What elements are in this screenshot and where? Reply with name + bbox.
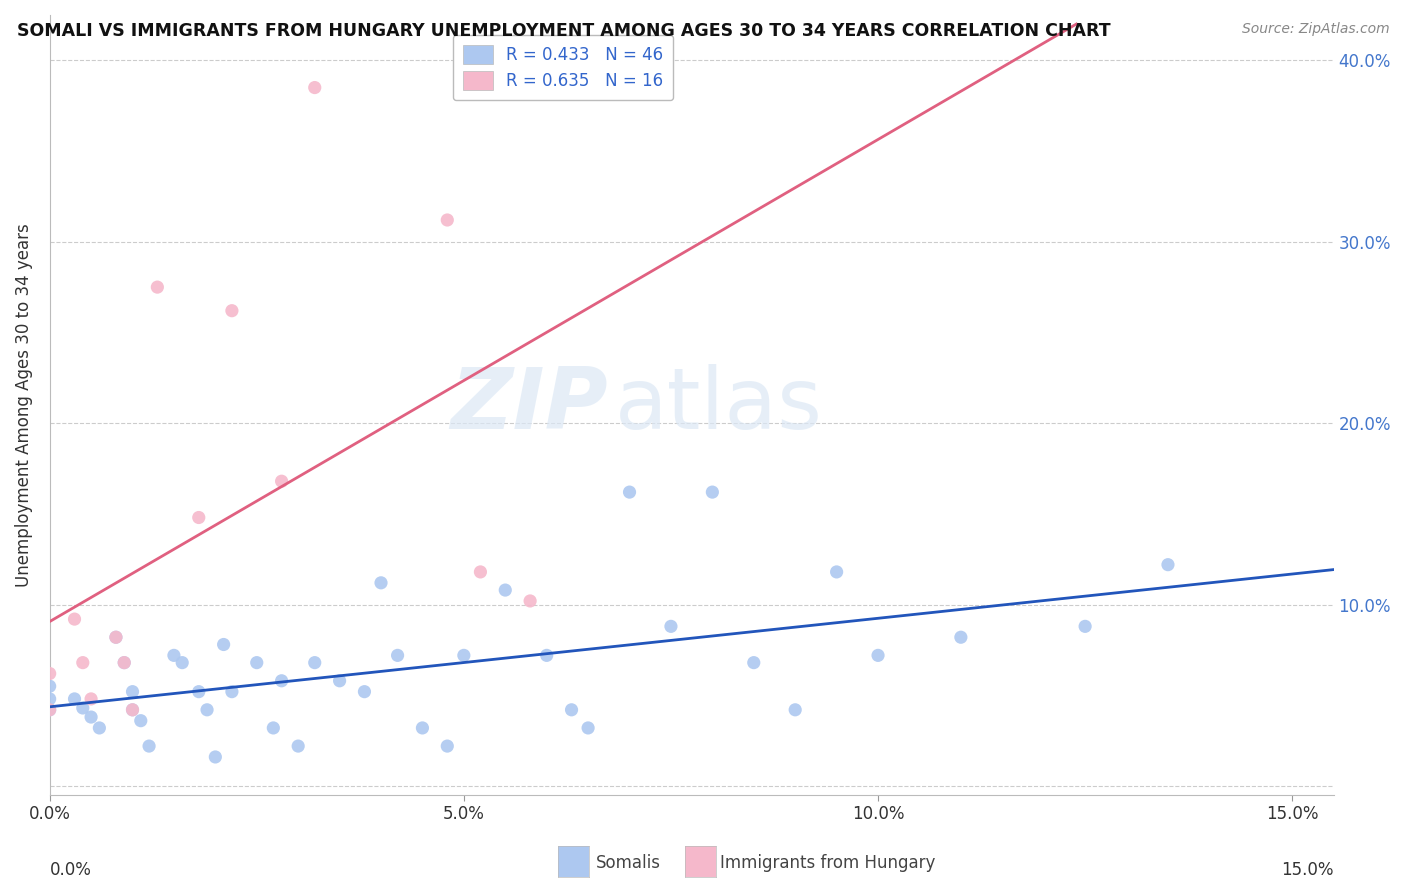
Point — [949, 630, 972, 644]
Point — [80, 710, 103, 724]
Point — [38, 692, 60, 706]
Point — [329, 673, 352, 688]
Point — [866, 648, 889, 663]
Point — [146, 280, 169, 294]
Point — [246, 656, 269, 670]
Point — [112, 656, 135, 670]
Text: ZIP: ZIP — [450, 364, 609, 447]
Point — [1074, 619, 1097, 633]
Point — [163, 648, 186, 663]
Point — [138, 739, 160, 753]
Point — [172, 656, 194, 670]
Point — [262, 721, 284, 735]
Point — [702, 485, 724, 500]
Point — [212, 638, 235, 652]
Point — [287, 739, 309, 753]
Point — [187, 510, 209, 524]
Point — [536, 648, 558, 663]
Point — [304, 656, 326, 670]
Text: Source: ZipAtlas.com: Source: ZipAtlas.com — [1241, 22, 1389, 37]
Point — [825, 565, 848, 579]
Point — [63, 692, 86, 706]
Point — [187, 684, 209, 698]
Point — [89, 721, 111, 735]
Point — [129, 714, 152, 728]
Point — [742, 656, 765, 670]
Point — [112, 656, 135, 670]
Text: Immigrants from Hungary: Immigrants from Hungary — [720, 854, 935, 871]
Point — [38, 703, 60, 717]
Point — [470, 565, 492, 579]
Point — [121, 703, 143, 717]
Point — [370, 575, 392, 590]
Point — [121, 684, 143, 698]
Point — [221, 303, 243, 318]
Point — [121, 703, 143, 717]
Point — [72, 701, 94, 715]
Point — [494, 583, 516, 598]
Point — [80, 692, 103, 706]
Legend: R = 0.433   N = 46, R = 0.635   N = 16: R = 0.433 N = 46, R = 0.635 N = 16 — [453, 35, 673, 100]
Point — [561, 703, 583, 717]
Point — [72, 656, 94, 670]
Point — [270, 474, 292, 488]
Point — [38, 703, 60, 717]
Point — [104, 630, 127, 644]
Point — [411, 721, 433, 735]
Y-axis label: Unemployment Among Ages 30 to 34 years: Unemployment Among Ages 30 to 34 years — [15, 223, 32, 587]
Point — [576, 721, 599, 735]
Point — [1157, 558, 1180, 572]
Point — [436, 213, 458, 227]
Point — [63, 612, 86, 626]
Point — [104, 630, 127, 644]
Point — [353, 684, 375, 698]
Text: SOMALI VS IMMIGRANTS FROM HUNGARY UNEMPLOYMENT AMONG AGES 30 TO 34 YEARS CORRELA: SOMALI VS IMMIGRANTS FROM HUNGARY UNEMPL… — [17, 22, 1111, 40]
Point — [659, 619, 682, 633]
Text: 0.0%: 0.0% — [49, 861, 91, 879]
Text: Somalis: Somalis — [596, 854, 661, 871]
Point — [785, 703, 807, 717]
Text: 15.0%: 15.0% — [1281, 861, 1334, 879]
Point — [38, 666, 60, 681]
Point — [387, 648, 409, 663]
Point — [519, 594, 541, 608]
Text: atlas: atlas — [614, 364, 823, 447]
Point — [304, 80, 326, 95]
Point — [436, 739, 458, 753]
Point — [270, 673, 292, 688]
Point — [221, 684, 243, 698]
Point — [195, 703, 218, 717]
Point — [204, 750, 226, 764]
Point — [38, 679, 60, 693]
Point — [453, 648, 475, 663]
Point — [619, 485, 641, 500]
